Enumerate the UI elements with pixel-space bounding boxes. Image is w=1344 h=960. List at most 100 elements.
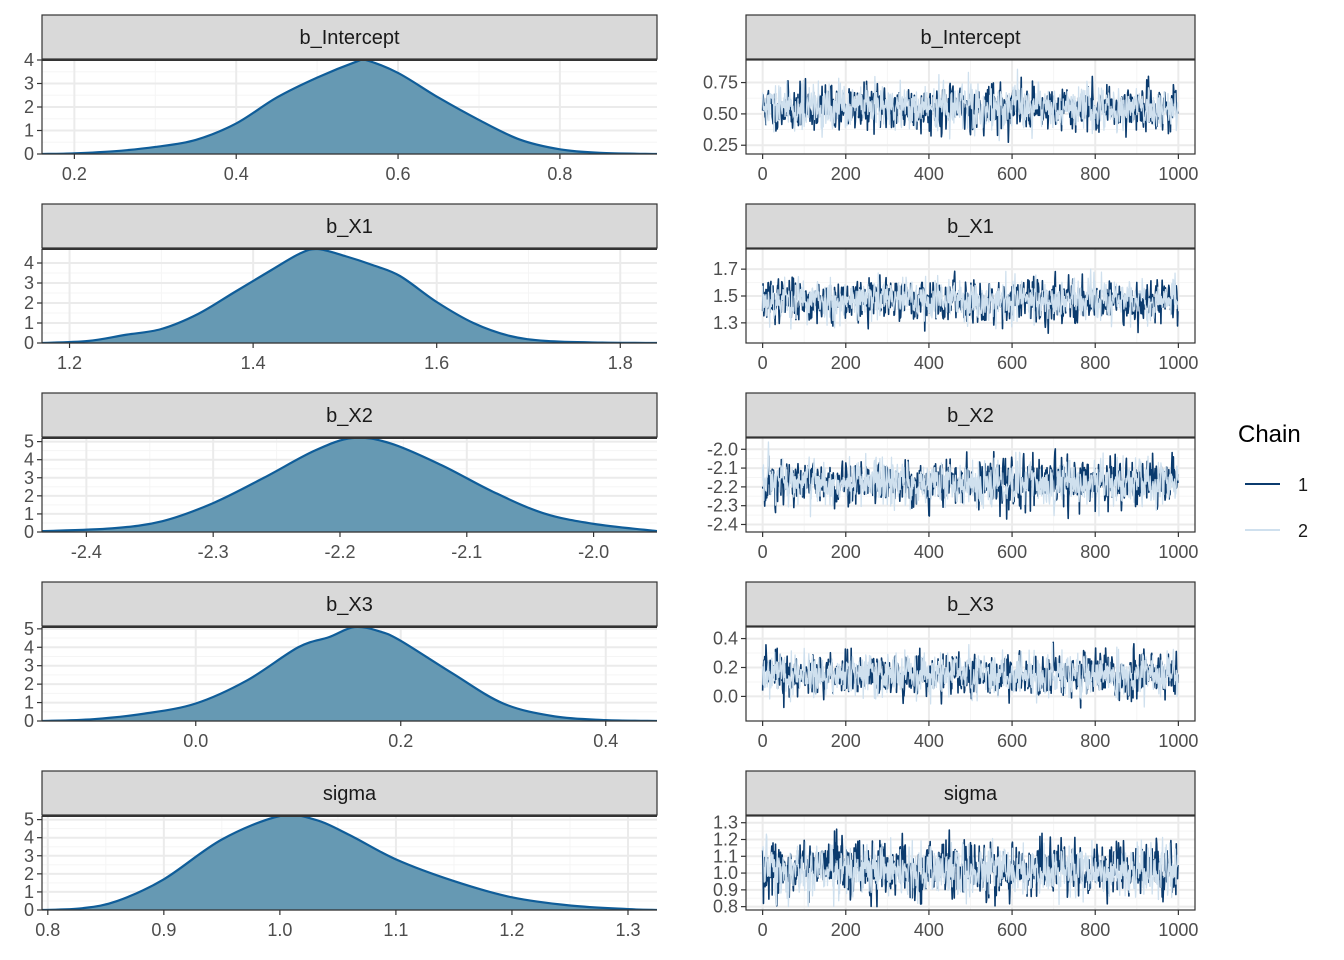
data-layer bbox=[761, 641, 1179, 709]
x-tick-label: 200 bbox=[831, 920, 861, 940]
y-tick-label: 2 bbox=[24, 674, 34, 694]
x-tick-label: 1.3 bbox=[615, 920, 640, 940]
y-tick-label: -2.3 bbox=[707, 496, 738, 516]
y-tick-label: 0 bbox=[24, 144, 34, 164]
y-tick-label: 2 bbox=[24, 864, 34, 884]
strip-header bbox=[41, 14, 658, 60]
data-layer bbox=[42, 249, 657, 343]
x-tick-label: 800 bbox=[1080, 353, 1110, 373]
data-layer bbox=[761, 828, 1179, 908]
density-area bbox=[42, 816, 657, 910]
x-tick-label: 800 bbox=[1080, 542, 1110, 562]
x-tick-label: -2.1 bbox=[451, 542, 482, 562]
y-tick-label: -2.4 bbox=[707, 514, 738, 534]
y-tick-label: 0.4 bbox=[713, 629, 738, 649]
x-tick-label: 1.2 bbox=[499, 920, 524, 940]
x-tick-label: 600 bbox=[997, 164, 1027, 184]
y-tick-label: -2.0 bbox=[707, 439, 738, 459]
y-tick-label: 1 bbox=[24, 121, 34, 141]
strip-header bbox=[41, 203, 658, 249]
strip-title: b_Intercept bbox=[299, 27, 400, 49]
strip-title: sigma bbox=[944, 783, 998, 805]
y-tick-label: 0 bbox=[24, 900, 34, 920]
x-tick-label: 400 bbox=[914, 353, 944, 373]
x-tick-label: 0.6 bbox=[386, 164, 411, 184]
x-tick-label: 200 bbox=[831, 542, 861, 562]
x-tick-label: 1000 bbox=[1158, 731, 1198, 751]
legend: Chain 1 2 bbox=[1238, 421, 1308, 541]
x-tick-label: 1.4 bbox=[241, 353, 266, 373]
data-layer bbox=[761, 441, 1179, 520]
y-tick-label: 0.75 bbox=[703, 73, 738, 93]
trace-line-chain-2 bbox=[761, 642, 1179, 708]
y-tick-label: 0.8 bbox=[713, 897, 738, 917]
data-layer bbox=[42, 60, 657, 154]
density-area bbox=[42, 438, 657, 532]
x-tick-label: 0 bbox=[758, 542, 768, 562]
y-tick-label: 1 bbox=[24, 693, 34, 713]
y-tick-label: -2.1 bbox=[707, 458, 738, 478]
parameter-row-b_Intercept: b_Intercept 0.2 0.4 0.6 0.8 0 1 2 3 4 b_Intercept 0… bbox=[24, 14, 1198, 184]
x-tick-label: 1.2 bbox=[57, 353, 82, 373]
y-tick-label: 2 bbox=[24, 97, 34, 117]
strip-title: b_X1 bbox=[326, 216, 373, 238]
y-tick-label: 4 bbox=[24, 637, 34, 657]
trace-panel: b_Intercept 0 200 400 600 800 1000 0.25 0.50 0.75 bbox=[703, 14, 1198, 184]
x-tick-label: 400 bbox=[914, 164, 944, 184]
strip-header bbox=[745, 14, 1196, 60]
density-area bbox=[42, 249, 657, 343]
x-tick-label: 0.4 bbox=[593, 731, 618, 751]
y-tick-label: 5 bbox=[24, 432, 34, 452]
strip-title: b_X2 bbox=[947, 405, 994, 427]
y-tick-label: 4 bbox=[24, 828, 34, 848]
y-tick-label: 5 bbox=[24, 619, 34, 639]
density-line bbox=[42, 60, 657, 154]
y-tick-label: 0.2 bbox=[713, 657, 738, 677]
data-layer bbox=[42, 816, 657, 910]
strip-header bbox=[745, 770, 1196, 816]
y-tick-label: -2.2 bbox=[707, 477, 738, 497]
legend-title: Chain bbox=[1238, 421, 1301, 448]
panel-border bbox=[745, 59, 1196, 155]
x-tick-label: 1.0 bbox=[267, 920, 292, 940]
y-tick-label: 2 bbox=[24, 486, 34, 506]
x-tick-label: 600 bbox=[997, 353, 1027, 373]
density-line bbox=[42, 816, 657, 910]
y-tick-label: 1.7 bbox=[713, 259, 738, 279]
y-tick-label: 0.50 bbox=[703, 104, 738, 124]
y-tick-label: 1 bbox=[24, 504, 34, 524]
trace-panel: b_X1 0 200 400 600 800 1000 1.3 1.5 1.7 bbox=[713, 203, 1198, 373]
strip-title: b_Intercept bbox=[920, 27, 1021, 49]
x-tick-label: 1000 bbox=[1158, 353, 1198, 373]
x-tick-label: 200 bbox=[831, 353, 861, 373]
y-tick-label: 5 bbox=[24, 810, 34, 830]
x-tick-label: 0.2 bbox=[62, 164, 87, 184]
strip-title: sigma bbox=[323, 783, 377, 805]
y-tick-label: 4 bbox=[24, 50, 34, 70]
y-tick-label: 3 bbox=[24, 74, 34, 94]
trace-line-chain-2 bbox=[761, 68, 1179, 142]
legend-label: 1 bbox=[1298, 475, 1308, 495]
y-tick-label: 0.25 bbox=[703, 135, 738, 155]
y-tick-label: 1.3 bbox=[713, 813, 738, 833]
trace-line-chain-2 bbox=[761, 268, 1179, 330]
strip-title: b_X2 bbox=[326, 405, 373, 427]
x-tick-label: 400 bbox=[914, 920, 944, 940]
y-tick-label: 0 bbox=[24, 333, 34, 353]
y-tick-label: 2 bbox=[24, 293, 34, 313]
strip-title: b_X3 bbox=[947, 594, 994, 616]
x-tick-label: 800 bbox=[1080, 731, 1110, 751]
x-tick-label: 200 bbox=[831, 164, 861, 184]
x-tick-label: 1000 bbox=[1158, 542, 1198, 562]
y-tick-label: 1.5 bbox=[713, 286, 738, 306]
x-tick-label: 200 bbox=[831, 731, 861, 751]
trace-line-chain-2 bbox=[761, 833, 1179, 908]
x-tick-label: 600 bbox=[997, 542, 1027, 562]
panel-border bbox=[745, 626, 1196, 722]
y-tick-label: 1.2 bbox=[713, 830, 738, 850]
density-line bbox=[42, 627, 657, 721]
